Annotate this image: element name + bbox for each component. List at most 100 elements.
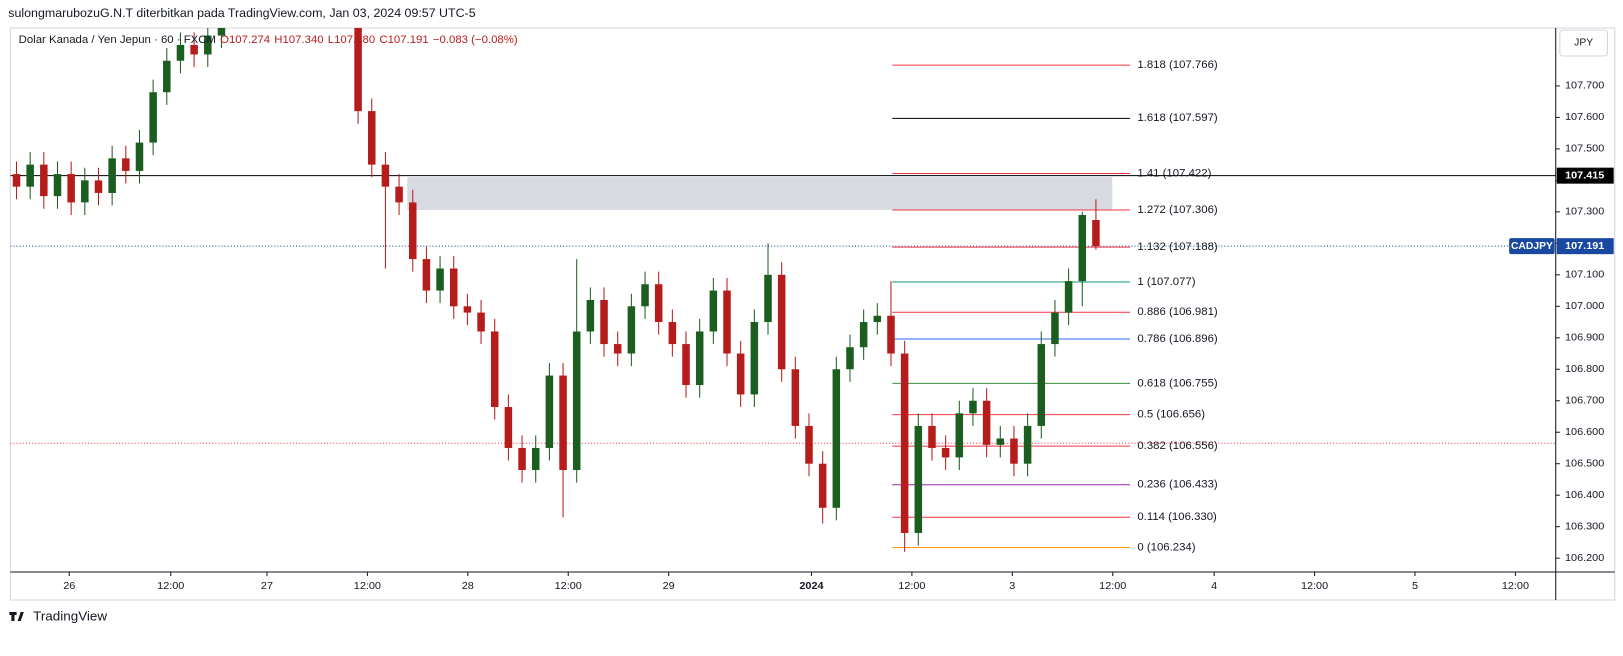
candle-body [122,158,130,171]
fib-label: 0.618 (106.755) [1137,377,1218,389]
candle-body [477,312,485,332]
candle-body [559,375,567,470]
fib-label: 0.236 (106.433) [1137,479,1218,491]
candle-body [367,111,376,165]
candle-body [764,274,772,323]
fib-label: 0.382 (106.556) [1137,440,1218,452]
fib-label: 1.132 (107.188) [1137,241,1218,253]
hline-price-box [1556,167,1614,184]
candle-body [723,290,731,354]
x-tick-label: 12:00 [898,580,925,592]
candle-body [832,369,841,508]
candle-body [217,28,226,36]
symbol-box [1509,238,1555,255]
x-tick-label: 3 [1009,580,1015,592]
candle-body [818,463,827,508]
candle-body [695,331,704,385]
fib-label: 0 (106.234) [1137,542,1195,554]
candle-body [887,315,895,354]
x-tick-label: 26 [63,580,75,592]
candle-body [873,315,882,323]
candle-body [654,284,663,323]
y-tick-label: 106.700 [1565,395,1604,407]
fib-label: 0.114 (106.330) [1137,511,1217,523]
candle-body [1064,281,1073,313]
candle-body [504,407,513,448]
byline: sulongmarubozuG.N.T diterbitkan pada Tra… [8,6,476,20]
x-tick-label: 12:00 [1099,580,1126,592]
ohlc-value: −0.083 (−0.08%) [433,34,518,46]
candle-body [163,60,171,93]
supply-zone [407,177,1113,210]
candle-body [149,92,157,143]
symbol-legend: Dolar Kanada / Yen Jepun · 60 · FXCM O107… [19,34,518,46]
fib-label: 0.786 (106.896) [1137,333,1218,345]
plot-area: 1.818 (107.766) 1.618 (107.597) 1.41 (107.… [10,28,1556,554]
y-tick-label: 106.800 [1565,363,1604,375]
ohlc-value: O107.274 [220,34,270,46]
candle-body [791,369,800,426]
y-tick-label: 107.600 [1565,111,1604,123]
fib-label: 0.886 (106.981) [1137,306,1218,318]
y-tick-label: 106.500 [1565,458,1604,470]
y-tick-label: 106.200 [1565,552,1604,564]
candle-body [81,180,89,203]
symbol-label: CADJPY [1511,241,1553,252]
y-tick-label: 106.300 [1565,521,1604,533]
candle-body [859,322,868,348]
current-price-label: 107.191 [1565,240,1604,252]
candle-body [777,274,786,370]
candle-body [354,28,362,112]
candle-body [600,300,608,345]
y-tick-label: 107.100 [1565,269,1604,281]
symbol-title: Dolar Kanada / Yen Jepun · 60 · FXCM [19,34,216,46]
candle-body [982,400,991,445]
candle-body [463,306,472,313]
candle-body [941,447,950,458]
x-tick-label: 2024 [799,580,823,592]
candle-body [914,425,923,533]
candle-body [436,268,444,291]
candle-body [613,344,622,354]
x-tick-label: 12:00 [354,580,381,592]
candle-body [449,268,458,307]
candle-body [422,259,431,291]
frame [9,27,1616,601]
y-tick-label: 106.600 [1565,426,1604,438]
fib-label: 1.272 (107.306) [1137,204,1218,216]
logo: TradingView [9,609,108,624]
x-tick-label: 27 [261,580,273,592]
candle-body [586,300,595,332]
candle-body [204,35,212,55]
currency-button[interactable] [1559,29,1608,57]
x-tick-label: 12:00 [1502,580,1529,592]
candle-body [1078,215,1087,282]
ohlc-value: L107.180 [328,34,375,46]
candle-body [627,306,636,354]
ohlc-value: C107.191 [379,34,428,46]
x-tick-label: 5 [1412,580,1418,592]
candle-body [846,347,854,370]
x-tick-label: 4 [1211,580,1217,592]
footer-brand: TradingView [33,609,107,624]
candle-body [682,344,690,385]
candle-body [1010,438,1018,464]
currency[interactable]: JPY [1574,38,1593,49]
fib-label: 0.5 (106.656) [1137,409,1205,421]
x-tick-label: 28 [462,580,474,592]
candle-body [67,174,75,203]
candle-body [928,425,936,448]
candle-body [40,164,48,197]
fib-label: 1.618 (107.597) [1137,112,1218,124]
y-tick-label: 107.500 [1565,143,1604,155]
candle-body [900,353,909,533]
candle-body [395,186,403,203]
candle-body [408,202,417,260]
x-tick-label: 12:00 [555,580,582,592]
y-tick-label: 107.700 [1565,80,1604,92]
candle-body [26,164,34,187]
fib-label: 1.41 (107.422) [1137,168,1211,180]
candle-body [518,447,526,470]
hline-price-label: 107.415 [1565,170,1604,182]
